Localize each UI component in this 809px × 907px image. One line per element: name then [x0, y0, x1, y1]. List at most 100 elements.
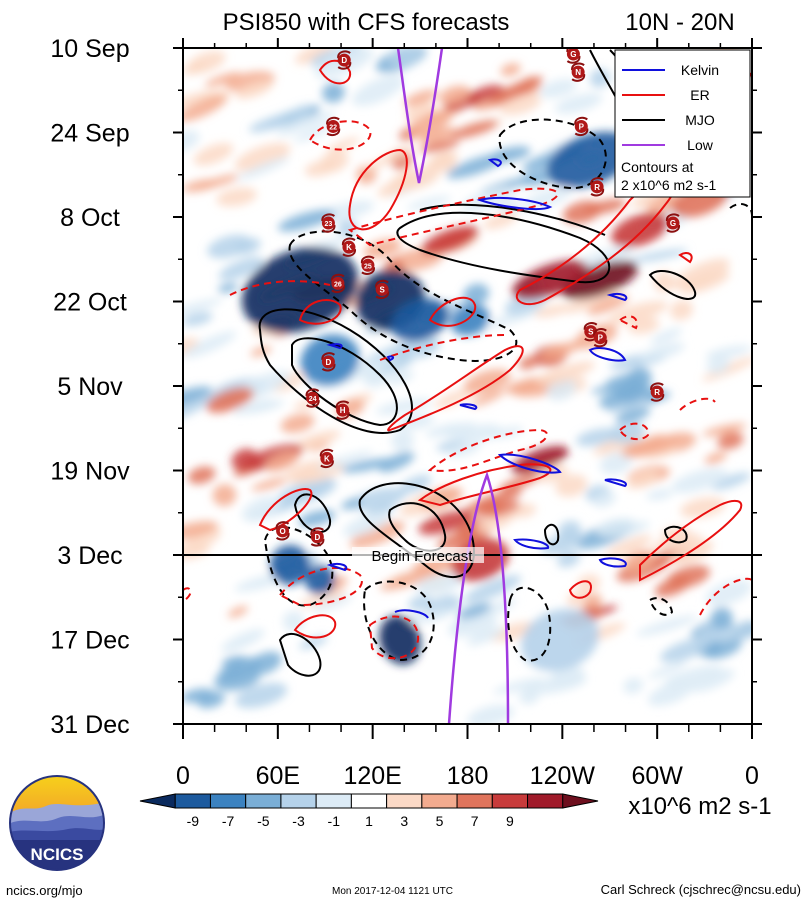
timestamp: Mon 2017-12-04 1121 UTC [332, 886, 453, 897]
legend-label: Low [687, 137, 714, 153]
colorbar-label: -9 [187, 813, 200, 829]
colorbar-cell [386, 793, 423, 809]
storm-marker-label: G [570, 50, 576, 59]
legend-label: ER [690, 87, 709, 103]
storm-marker: G [665, 213, 680, 233]
y-axis: 10 Sep 24 Sep 8 Oct 22 Oct 5 Nov 19 Nov 3 Dec 1… [50, 35, 762, 739]
storm-marker-label: 25 [364, 263, 372, 270]
ncics-logo: NCICS [9, 775, 105, 871]
legend-note-1: Contours at [621, 159, 693, 175]
colorbar-cell [456, 793, 493, 809]
storm-marker: 25 [360, 255, 375, 275]
storm-marker: O [275, 521, 290, 541]
storm-marker: 24 [305, 388, 320, 408]
y-tick-label: 22 Oct [53, 289, 127, 317]
x-tick-label: 180 [447, 762, 489, 790]
x-tick-label: 120E [343, 762, 401, 790]
chart-title: PSI850 with CFS forecasts [223, 9, 510, 36]
storm-marker-label: R [594, 183, 600, 192]
legend-label: MJO [685, 112, 715, 128]
storm-marker-label: S [379, 285, 385, 294]
x-tick-label: 0 [176, 762, 190, 790]
colorbar-label: -1 [328, 813, 341, 829]
colorbar-units: x10^6 m2 s-1 [628, 793, 771, 820]
y-tick-label: 19 Nov [50, 458, 130, 486]
storm-marker: K [319, 448, 334, 469]
y-tick-label: 5 Nov [57, 373, 123, 401]
y-tick-label: 10 Sep [50, 35, 129, 63]
y-tick-label: 17 Dec [50, 627, 129, 655]
er-negative-contours [183, 120, 752, 660]
storm-marker: S [375, 279, 390, 300]
colorbar-label: 5 [436, 813, 444, 829]
storm-marker-label: 23 [325, 221, 333, 228]
storm-marker-label: O [279, 527, 285, 536]
storm-marker-label: D [326, 358, 332, 367]
colorbar-cell [280, 793, 317, 809]
storm-marker-label: D [341, 56, 347, 65]
storm-marker-label: N [575, 68, 581, 77]
legend-label: Kelvin [681, 62, 719, 78]
storm-marker: N [571, 62, 586, 82]
storm-marker: D [321, 352, 336, 372]
storm-marker: R [590, 177, 605, 197]
colorbar-cell [174, 793, 211, 809]
storm-marker: D [310, 527, 325, 547]
colorbar-cell [527, 793, 564, 809]
storm-marker-label: S [588, 328, 594, 337]
low-contours [396, 48, 510, 724]
chart-region: 10N - 20N [625, 9, 734, 36]
storm-marker-label: K [324, 454, 330, 463]
colorbar-cell [350, 793, 388, 809]
storm-marker: K [341, 237, 356, 257]
storm-marker: 22 [326, 116, 341, 137]
storm-marker-label: G [670, 219, 676, 228]
logo-text: NCICS [31, 845, 84, 864]
storm-marker: 26 [330, 273, 345, 293]
storm-marker: 23 [321, 213, 336, 233]
storm-marker: P [593, 328, 608, 348]
storm-marker: P [574, 116, 589, 137]
storm-marker: H [335, 400, 350, 420]
site-url[interactable]: ncics.org/mjo [6, 883, 83, 898]
storm-marker: G [566, 48, 581, 64]
storm-marker: D [337, 50, 352, 70]
y-tick-label: 3 Dec [57, 542, 122, 570]
storm-marker-label: 24 [309, 396, 317, 403]
colorbar-label: 1 [365, 813, 373, 829]
colorbar-cell [491, 793, 529, 809]
begin-forecast-label: Begin Forecast [372, 548, 474, 565]
x-tick-label: 0 [745, 762, 759, 790]
storm-marker-label: 22 [329, 124, 337, 131]
storm-marker-label: K [346, 243, 352, 252]
colorbar-label: -3 [292, 813, 305, 829]
y-tick-label: 31 Dec [50, 711, 129, 739]
colorbar-cell [421, 793, 458, 809]
colorbar-cell [315, 793, 352, 809]
colorbar-cell [209, 793, 247, 809]
x-tick-label: 60W [631, 762, 683, 790]
storm-marker-label: 26 [334, 281, 342, 288]
y-tick-label: 8 Oct [60, 204, 120, 232]
x-axis: 0 60E 120E 180 120W 60W 0 [176, 38, 759, 790]
author-credit: Carl Schreck (cjschrec@ncsu.edu) [600, 882, 801, 897]
legend: Kelvin ER MJO Low Contours at 2 x10^6 m2 s-… [614, 49, 751, 198]
legend-note-2: 2 x10^6 m2 s-1 [621, 177, 716, 193]
storm-marker-label: D [314, 533, 320, 542]
colorbar-label: 9 [506, 813, 514, 829]
colorbar-cell [245, 793, 282, 809]
storm-marker: R [650, 382, 665, 402]
kelvin-contours [326, 158, 628, 619]
x-tick-label: 60E [256, 762, 300, 790]
colorbar-label: -7 [222, 813, 235, 829]
storm-marker-label: P [579, 122, 585, 131]
colorbar-cell [562, 793, 599, 809]
storm-marker-label: R [654, 388, 660, 397]
colorbar-label: -5 [257, 813, 270, 829]
colorbar: -9 -7 -5 -3 -1 1 3 5 7 9 [139, 793, 599, 829]
x-tick-label: 120W [530, 762, 596, 790]
storm-marker-label: H [340, 406, 346, 415]
y-tick-label: 24 Sep [50, 120, 129, 148]
